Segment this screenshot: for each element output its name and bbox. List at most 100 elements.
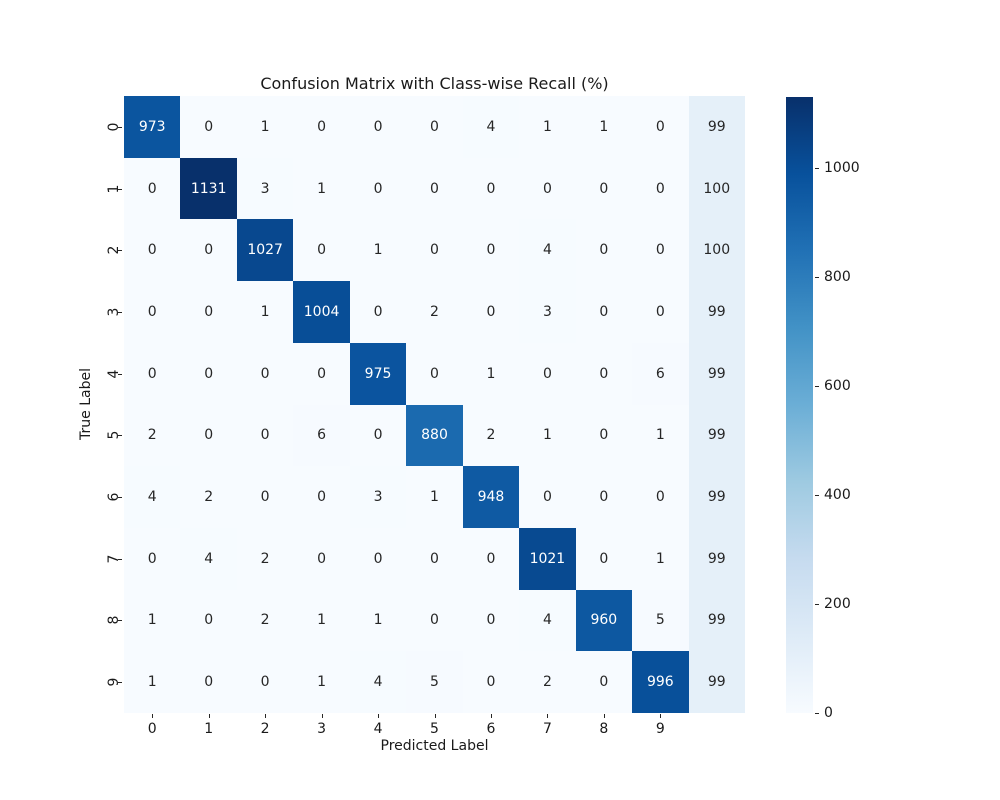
x-tick-label: 5 (430, 721, 439, 737)
heatmap-cell: 0 (180, 219, 237, 282)
heatmap-cell: 0 (462, 281, 520, 343)
heatmap-cell: 948 (462, 466, 520, 528)
recall-cell: 99 (688, 651, 745, 713)
heatmap-cell: 0 (124, 157, 181, 220)
heatmap-cell: 0 (180, 96, 237, 158)
heatmap-cell: 1 (632, 404, 689, 467)
y-tick-label: 4 (106, 369, 122, 379)
heatmap-cell: 2 (462, 404, 520, 467)
heatmap-cell: 0 (406, 342, 463, 405)
y-tick-label: 3 (106, 307, 122, 317)
heatmap-cell: 4 (519, 219, 576, 282)
heatmap-cell: 1021 (519, 527, 576, 590)
x-tick-mark (434, 714, 436, 718)
heatmap-cell: 3 (349, 466, 407, 528)
heatmap-cell: 2 (406, 281, 463, 343)
heatmap-cell: 1131 (180, 157, 237, 220)
heatmap-cell: 0 (462, 527, 520, 590)
heatmap-cell: 1 (293, 651, 350, 713)
heatmap-cell: 1 (519, 404, 576, 467)
y-tick-mark (118, 311, 122, 313)
heatmap-cell: 0 (349, 527, 407, 590)
colorbar-tick-label: 0 (824, 705, 833, 721)
x-tick-mark (321, 714, 323, 718)
heatmap-cell: 973 (124, 96, 181, 158)
y-tick-mark (118, 497, 122, 499)
heatmap-cell: 0 (236, 651, 294, 713)
heatmap-cell: 0 (406, 527, 463, 590)
y-tick-mark (118, 188, 122, 190)
x-tick-mark (490, 714, 492, 718)
heatmap-cell: 0 (632, 219, 689, 282)
heatmap-cell: 0 (575, 527, 633, 590)
heatmap-cell: 0 (236, 466, 294, 528)
heatmap-cell: 0 (462, 219, 520, 282)
heatmap-cell: 0 (124, 527, 181, 590)
heatmap-cell: 0 (575, 281, 633, 343)
recall-cell: 99 (688, 589, 745, 652)
heatmap-cell: 0 (124, 342, 181, 405)
heatmap-cell: 975 (349, 342, 407, 405)
heatmap-cell: 0 (462, 589, 520, 652)
heatmap-cell: 1 (293, 589, 350, 652)
x-tick-label: 8 (599, 721, 609, 737)
x-tick-mark (547, 714, 549, 718)
recall-cell: 100 (688, 157, 745, 220)
chart-title: Confusion Matrix with Class-wise Recall … (260, 74, 609, 93)
heatmap-cell: 1 (124, 651, 181, 713)
heatmap-cell: 0 (293, 219, 350, 282)
x-tick-label: 7 (542, 721, 552, 737)
heatmap-cell: 0 (519, 466, 576, 528)
heatmap-cell: 6 (632, 342, 689, 405)
heatmap-cell: 0 (406, 157, 463, 220)
colorbar (786, 97, 813, 713)
heatmap-cell: 0 (180, 342, 237, 405)
heatmap-cell: 0 (575, 157, 633, 220)
heatmap-cell: 0 (519, 342, 576, 405)
recall-cell: 100 (688, 219, 745, 282)
heatmap-cell: 1 (632, 527, 689, 590)
colorbar-tick-label: 800 (824, 269, 851, 286)
x-tick-mark (660, 714, 662, 718)
heatmap-cell: 0 (349, 96, 407, 158)
heatmap-cell: 0 (575, 651, 633, 713)
heatmap-cell: 0 (236, 404, 294, 467)
recall-cell: 99 (688, 342, 745, 405)
heatmap-cell: 0 (180, 281, 237, 343)
heatmap-cell: 2 (124, 404, 181, 467)
colorbar-tick-label: 200 (824, 596, 851, 613)
y-tick-label: 8 (106, 615, 122, 625)
x-tick-mark (378, 714, 380, 718)
heatmap: 973 0 1 0 0 0 4 1 1 0 99 0 1131 3 1 0 0 0 0 0 0 100 0 0 1027 0 1 0 0… (124, 96, 745, 713)
heatmap-cell: 0 (632, 466, 689, 528)
heatmap-cell: 6 (293, 404, 350, 467)
heatmap-cell: 1 (124, 589, 181, 652)
recall-cell: 99 (688, 96, 745, 158)
heatmap-cell: 1 (236, 281, 294, 343)
heatmap-cell: 4 (349, 651, 407, 713)
colorbar-tick-mark (815, 713, 819, 714)
colorbar-tick-mark (815, 168, 819, 170)
heatmap-cell: 996 (632, 651, 689, 713)
colorbar-tick-mark (815, 495, 819, 497)
heatmap-cell: 960 (575, 589, 633, 652)
heatmap-cell: 1 (519, 96, 576, 158)
heatmap-cell: 1 (406, 466, 463, 528)
heatmap-cell: 0 (293, 96, 350, 158)
colorbar-tick-mark (815, 604, 819, 606)
heatmap-cell: 2 (519, 651, 576, 713)
x-tick-mark (152, 714, 154, 718)
heatmap-cell: 4 (180, 527, 237, 590)
x-tick-mark (265, 714, 267, 718)
heatmap-cell: 2 (180, 466, 237, 528)
heatmap-cell: 0 (462, 157, 520, 220)
heatmap-cell: 0 (180, 651, 237, 713)
heatmap-cell: 0 (406, 589, 463, 652)
heatmap-cell: 2 (236, 589, 294, 652)
y-tick-mark (118, 126, 122, 128)
x-tick-mark (208, 714, 210, 718)
heatmap-cell: 0 (406, 219, 463, 282)
heatmap-cell: 0 (632, 281, 689, 343)
heatmap-cell: 0 (575, 342, 633, 405)
x-axis-label: Predicted Label (380, 738, 489, 754)
